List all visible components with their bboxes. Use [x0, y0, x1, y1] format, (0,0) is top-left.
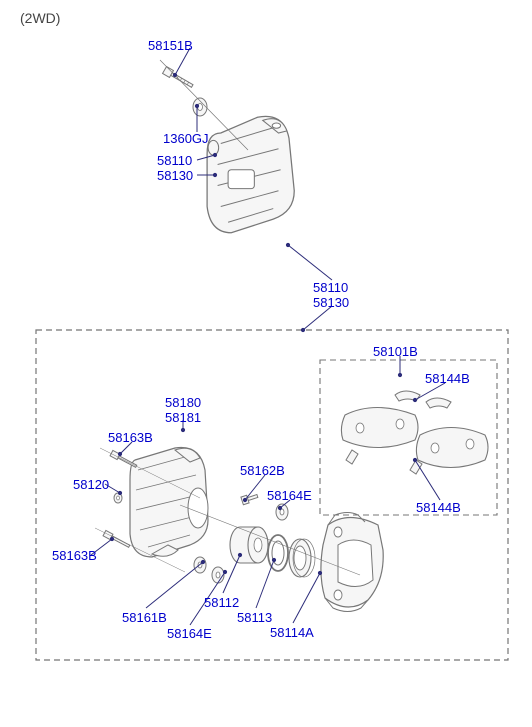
callout-l58101B: 58101B	[373, 344, 418, 359]
callout-l58163Ba: 58163B	[108, 430, 153, 445]
callout-l1360GJ: 1360GJ	[163, 131, 209, 146]
callout-l58162B: 58162B	[240, 463, 285, 478]
part-carrier-bracket	[321, 513, 383, 612]
callout-l58130a: 58130	[157, 168, 193, 183]
callout-l58164Ea: 58164E	[267, 488, 312, 503]
part-pin-bolt-58163B-b	[103, 530, 131, 548]
part-boot-58114A	[289, 539, 315, 577]
callout-l58110a: 58110	[157, 153, 192, 168]
part-washer-58161B	[194, 557, 224, 583]
callout-l58113: 58113	[237, 610, 272, 625]
callout-l58164Eb: 58164E	[167, 626, 212, 641]
callout-title: (2WD)	[20, 10, 60, 26]
callout-l58120: 58120	[73, 477, 109, 492]
callout-l58161B: 58161B	[122, 610, 167, 625]
callout-l58130b: 58130	[313, 295, 349, 310]
callout-l58163Bb: 58163B	[52, 548, 97, 563]
callout-l58110b: 58110	[313, 280, 348, 295]
part-caliper-assembly-top	[207, 116, 294, 232]
part-caliper-housing	[130, 447, 208, 557]
callout-l58144Bb: 58144B	[416, 500, 461, 515]
part-bolt-58151B	[163, 67, 195, 90]
callout-l58151B: 58151B	[148, 38, 193, 53]
callout-l58181: 58181	[165, 410, 201, 425]
callout-l58144Ba: 58144B	[425, 371, 470, 386]
callout-l58112: 58112	[204, 595, 239, 610]
part-piston-58112	[230, 527, 268, 563]
callout-l58114A: 58114A	[270, 625, 314, 640]
callout-l58180: 58180	[165, 395, 201, 410]
